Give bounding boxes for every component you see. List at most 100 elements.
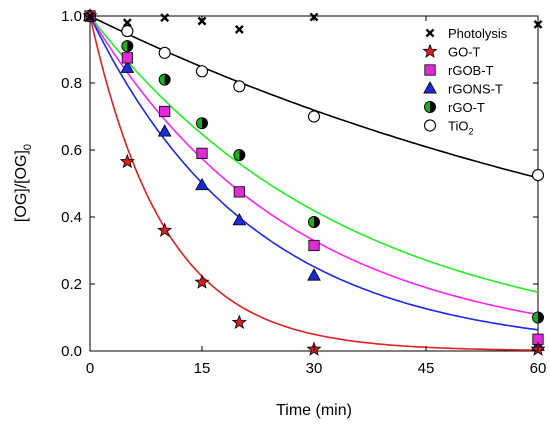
open-circle-mark [158, 46, 171, 59]
y-axis-title: [OG]/[OG]0 [13, 144, 34, 222]
data-point-rgob-t [308, 239, 320, 252]
legend-marker-go-t [422, 43, 438, 58]
circle-half [538, 311, 544, 324]
triangle-mark [195, 177, 209, 191]
data-point-tio2 [121, 25, 134, 38]
triangle-mark [232, 213, 247, 226]
x-mark [533, 19, 543, 29]
y-tick-label: 0.2 [61, 276, 82, 293]
legend-label-rgo-t: rGO-T [448, 100, 485, 115]
circle-outline [121, 40, 134, 53]
data-point-rgons-t [120, 60, 135, 73]
data-point-tio2 [307, 110, 321, 123]
legend-label-main: rGONS-T [448, 82, 503, 97]
data-markers [82, 8, 546, 356]
data-point-go-t [119, 153, 135, 169]
legend-marker-tio2 [423, 119, 437, 132]
y-tick-label: 0.0 [61, 343, 82, 360]
data-point-photolysis [197, 16, 207, 26]
data-point-rgob-t [196, 147, 208, 159]
triangle-mark [307, 268, 321, 281]
open-circle-mark [195, 65, 209, 78]
open-circle-mark [121, 25, 134, 38]
y-tick-label: 0.6 [61, 142, 82, 159]
legend-label-photolysis: Photolysis [448, 26, 508, 41]
x-axis-title: Time (min) [276, 402, 352, 419]
data-point-tio2 [531, 169, 545, 182]
y-tick-label: 0.4 [61, 209, 82, 226]
x-mark [197, 16, 207, 26]
y-axis-title-sub: 0 [22, 144, 34, 150]
data-point-rgo-t [196, 117, 208, 130]
square-mark [424, 64, 436, 76]
data-point-tio2 [233, 80, 246, 93]
open-circle-mark [307, 110, 321, 123]
legend-label-tio2: TiO2 [448, 119, 473, 137]
legend: Photolysis GO-T rGOB-T rGONS-T rGO-T TiO2 [422, 26, 508, 137]
open-circle-mark [233, 80, 246, 93]
x-mark [122, 18, 132, 28]
circle-outline [532, 311, 544, 324]
data-point-rgo-t [121, 40, 134, 53]
legend-label-go-t: GO-T [448, 45, 481, 60]
fit-curve-rgo-t [89, 15, 539, 293]
circle-outline [196, 117, 208, 130]
star-mark [119, 153, 135, 169]
legend-marker-rgob-t [424, 64, 436, 76]
x-tick-label: 30 [306, 360, 323, 377]
star-mark [422, 43, 438, 58]
data-point-go-t [194, 274, 210, 289]
circle-half [127, 40, 133, 52]
circle-outline [308, 216, 320, 229]
x-mark [425, 28, 435, 38]
legend-marker-rgons-t [423, 81, 437, 94]
y-axis-title-main: [OG]/[OG] [13, 150, 30, 222]
legend-label-main: rGOB-T [448, 63, 494, 78]
data-point-go-t [231, 314, 247, 329]
data-point-tio2 [158, 46, 171, 59]
data-point-rgob-t [121, 52, 133, 64]
square-mark [159, 105, 171, 118]
data-point-rgob-t [159, 105, 171, 118]
data-point-photolysis [160, 13, 170, 23]
open-circle-mark [531, 169, 545, 182]
square-mark [121, 52, 133, 64]
x-tick-label: 45 [418, 360, 435, 377]
star-mark [231, 314, 247, 329]
data-point-rgons-t [157, 124, 172, 137]
circle-half [314, 216, 320, 228]
legend-marker-rgo-t [424, 101, 436, 113]
triangle-mark [423, 81, 437, 94]
circle-outline [233, 149, 246, 162]
data-point-rgo-t [233, 149, 246, 162]
x-mark [234, 24, 244, 34]
x-tick-label: 60 [530, 360, 547, 377]
data-point-photolysis [122, 18, 132, 28]
x-tick-label: 15 [194, 360, 211, 377]
star-mark [157, 222, 173, 237]
data-point-go-t [157, 222, 173, 237]
data-point-rgons-t [307, 268, 321, 281]
data-point-rgo-t [532, 311, 544, 324]
data-point-tio2 [195, 65, 209, 78]
legend-label-main: rGO-T [448, 100, 485, 115]
data-point-photolysis [533, 19, 543, 29]
triangle-mark [120, 60, 135, 73]
data-point-rgons-t [195, 177, 209, 191]
square-mark [233, 186, 245, 198]
data-point-photolysis [234, 24, 244, 34]
legend-label-rgob-t: rGOB-T [448, 63, 494, 78]
circle-half [202, 117, 208, 129]
data-point-rgob-t [233, 186, 245, 198]
data-point-rgons-t [232, 213, 247, 226]
y-tick-label: 0.8 [61, 75, 82, 92]
legend-label-main: TiO [448, 119, 468, 134]
square-mark [196, 147, 208, 159]
fit-curve-rgons-t [89, 15, 539, 331]
open-circle-mark [423, 119, 437, 132]
circle-half [164, 74, 171, 86]
circle-outline [158, 73, 171, 86]
data-point-rgo-t [158, 73, 171, 86]
axis-ticks: 0 15 30 45 60 0.0 0.2 0.4 0.6 0.8 1.0 [61, 8, 546, 377]
